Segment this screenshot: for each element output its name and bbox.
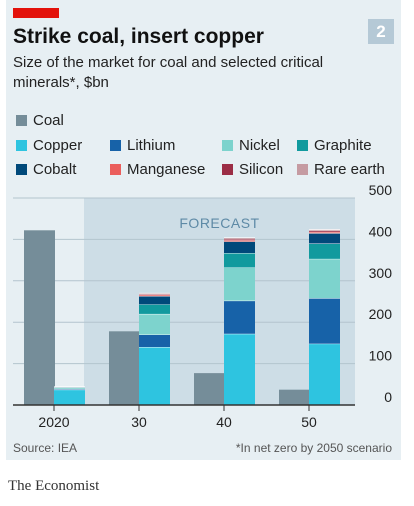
footnote: *In net zero by 2050 scenario: [235, 441, 392, 455]
legend-swatch-copper: [16, 139, 27, 151]
legend-swatch-silicon: [222, 163, 233, 175]
legend-label-manganese: Manganese: [127, 160, 206, 178]
publisher-logo: The Economist: [8, 478, 100, 494]
legend-label-nickel: Nickel: [239, 136, 280, 154]
y-tick-label-200: 200: [369, 306, 393, 322]
bar-rare-earth-30: [139, 293, 170, 295]
bar-nickel-40: [224, 267, 255, 301]
bar-manganese-40: [224, 240, 255, 242]
legend-swatch-graphite: [297, 139, 308, 151]
bar-lithium-2020: [54, 388, 85, 390]
bar-silicon-50: [309, 230, 340, 232]
bar-manganese-50: [309, 231, 340, 234]
legend-item-copper: Copper: [16, 136, 82, 154]
legend-item-graphite: Graphite: [297, 136, 372, 154]
bar-coal-40: [194, 373, 225, 405]
bar-nickel-50: [309, 258, 340, 299]
y-tick-label-300: 300: [369, 265, 393, 281]
x-tick-label-40: 40: [216, 414, 232, 430]
bar-coal-50: [279, 389, 310, 405]
x-tick-label-50: 50: [301, 414, 317, 430]
bar-graphite-30: [139, 304, 170, 314]
y-tick-label-500: 500: [369, 182, 393, 198]
legend-swatch-nickel: [222, 139, 233, 151]
legend-item-manganese: Manganese: [110, 160, 205, 178]
legend-label-cobalt: Cobalt: [33, 160, 77, 178]
bar-copper-30: [139, 347, 170, 405]
legend-item-rare-earth: Rare earth: [297, 160, 385, 178]
legend-swatch-rare-earth: [297, 163, 308, 175]
legend-swatch-manganese: [110, 163, 121, 175]
x-tick-label-30: 30: [131, 414, 147, 430]
y-tick-label-400: 400: [369, 223, 393, 239]
legend-item-lithium: Lithium: [110, 136, 175, 154]
source-note: Source: IEA: [13, 441, 78, 455]
bar-silicon-40: [224, 238, 255, 241]
bar-copper-50: [309, 343, 340, 405]
legend-label-coal: Coal: [33, 111, 64, 129]
legend-item-silicon: Silicon: [222, 160, 283, 178]
y-tick-label-0: 0: [384, 389, 392, 405]
bar-graphite-40: [224, 253, 255, 268]
bar-cobalt-40: [224, 241, 255, 254]
legend-label-graphite: Graphite: [314, 136, 372, 154]
bar-nickel-2020: [54, 387, 85, 389]
forecast-label: FORECAST: [179, 215, 259, 231]
bar-silicon-30: [139, 294, 170, 295]
bar-rare-earth-50: [309, 229, 340, 231]
bar-lithium-40: [224, 300, 255, 334]
legend-label-lithium: Lithium: [127, 136, 176, 154]
bar-nickel-30: [139, 313, 170, 335]
bar-coal-2020: [24, 230, 55, 405]
legend-item-coal: Coal: [16, 111, 64, 129]
bar-lithium-50: [309, 298, 340, 344]
chart-subtitle: Size of the market for coal and selected…: [13, 54, 324, 91]
bar-manganese-30: [139, 294, 170, 297]
legend-label-silicon: Silicon: [239, 160, 284, 178]
bar-graphite-50: [309, 243, 340, 259]
y-tick-label-100: 100: [369, 348, 393, 364]
legend-swatch-coal: [16, 114, 27, 126]
bar-copper-2020: [54, 389, 85, 405]
chart-number-badge: 2: [368, 19, 394, 44]
bar-coal-30: [109, 331, 140, 405]
bar-cobalt-30: [139, 296, 170, 305]
bar-cobalt-50: [309, 233, 340, 244]
bar-rare-earth-40: [224, 237, 255, 239]
bar-lithium-30: [139, 334, 170, 348]
legend-item-cobalt: Cobalt: [16, 160, 76, 178]
legend-swatch-lithium: [110, 139, 121, 151]
chart-title: Strike coal, insert copper: [13, 25, 264, 48]
legend-item-nickel: Nickel: [222, 136, 280, 154]
x-tick-label-2020: 2020: [38, 414, 69, 430]
bar-copper-40: [224, 333, 255, 405]
legend-label-rare-earth: Rare earth: [314, 160, 385, 178]
brand-red-bar: [13, 8, 59, 18]
legend-swatch-cobalt: [16, 163, 27, 175]
legend-label-copper: Copper: [33, 136, 83, 154]
